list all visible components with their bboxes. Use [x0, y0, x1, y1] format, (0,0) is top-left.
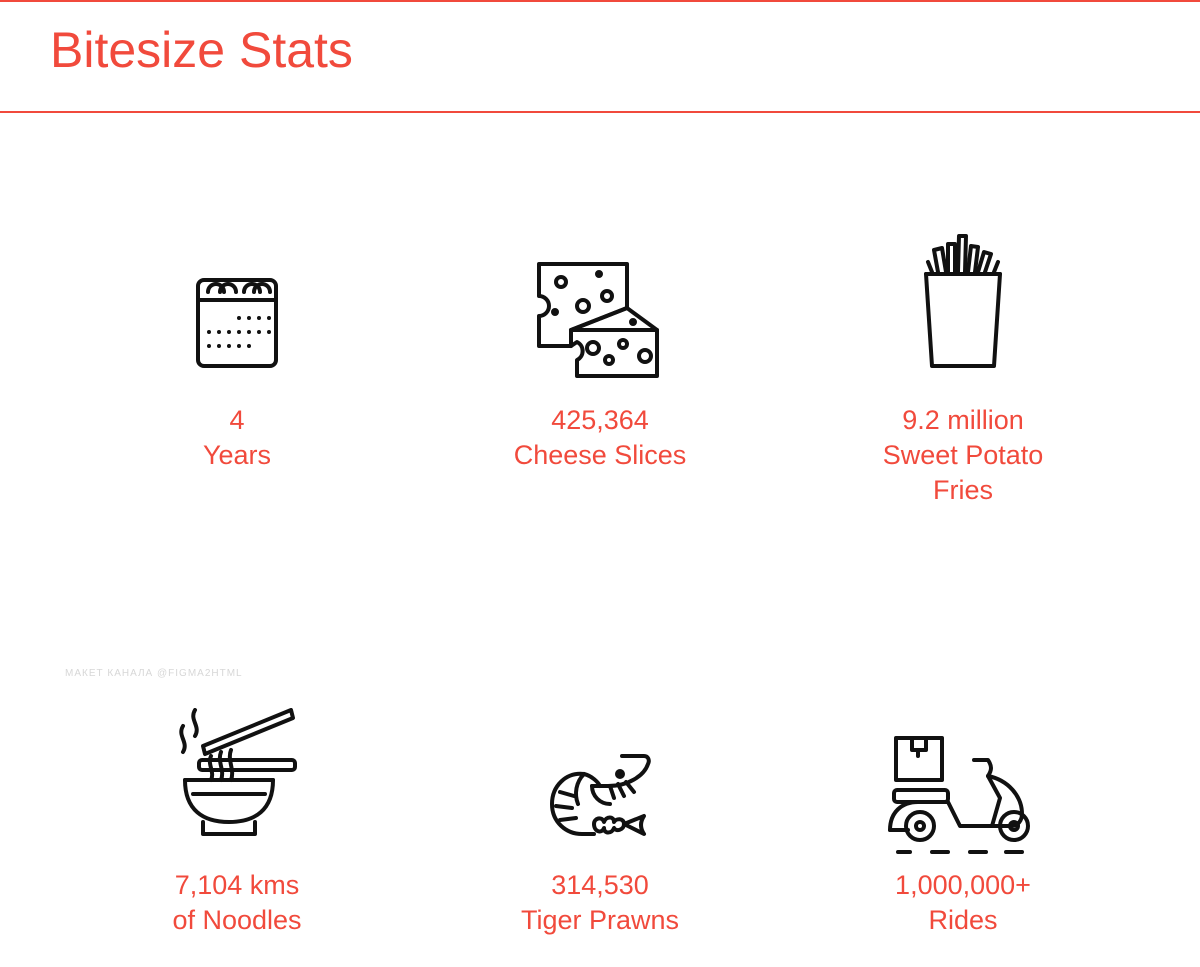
prawn-icon	[548, 752, 652, 844]
stat-tiger-prawns: 314,530 Tiger Prawns	[450, 700, 750, 960]
stat-label: Cheese Slices	[513, 440, 687, 470]
stat-text: 314,530 Tiger Prawns	[450, 868, 750, 938]
stat-value: 314,530	[551, 870, 649, 900]
stat-label: Tiger Prawns	[520, 905, 680, 935]
watermark: МАКЕТ КАНАЛА @FIGMA2HTML	[65, 668, 243, 679]
stat-value: 1,000,000+	[895, 870, 1031, 900]
fries-icon	[918, 232, 1008, 372]
stat-noodles: 7,104 kms of Noodles	[87, 700, 387, 960]
stat-years: 4 Years	[87, 230, 387, 520]
calendar-icon	[192, 266, 282, 372]
stat-sweet-potato-fries: 9.2 million Sweet Potato Fries	[813, 230, 1113, 520]
cheese-icon	[535, 260, 665, 380]
stat-value: 425,364	[551, 405, 649, 435]
stat-text: 4 Years	[87, 403, 387, 473]
stat-text: 1,000,000+ Rides	[813, 868, 1113, 938]
stat-text: 7,104 kms of Noodles	[87, 868, 387, 938]
page-title: Bitesize Stats	[50, 22, 353, 78]
stat-cheese-slices: 425,364 Cheese Slices	[450, 230, 750, 520]
top-border	[0, 0, 1200, 2]
stat-label: Years	[202, 440, 272, 470]
stat-text: 425,364 Cheese Slices	[450, 403, 750, 473]
stat-rides: 1,000,000+ Rides	[813, 700, 1113, 960]
stat-value: 9.2 million	[902, 405, 1024, 435]
noodle-bowl-icon	[177, 708, 297, 844]
stat-label: Sweet Potato Fries	[882, 440, 1044, 505]
stat-value: 7,104 kms	[174, 870, 300, 900]
delivery-scooter-icon	[888, 736, 1038, 854]
stat-value: 4	[229, 405, 245, 435]
stat-label: of Noodles	[172, 905, 302, 935]
header-divider	[0, 111, 1200, 113]
stat-text: 9.2 million Sweet Potato Fries	[813, 403, 1113, 508]
stat-label: Rides	[928, 905, 998, 935]
